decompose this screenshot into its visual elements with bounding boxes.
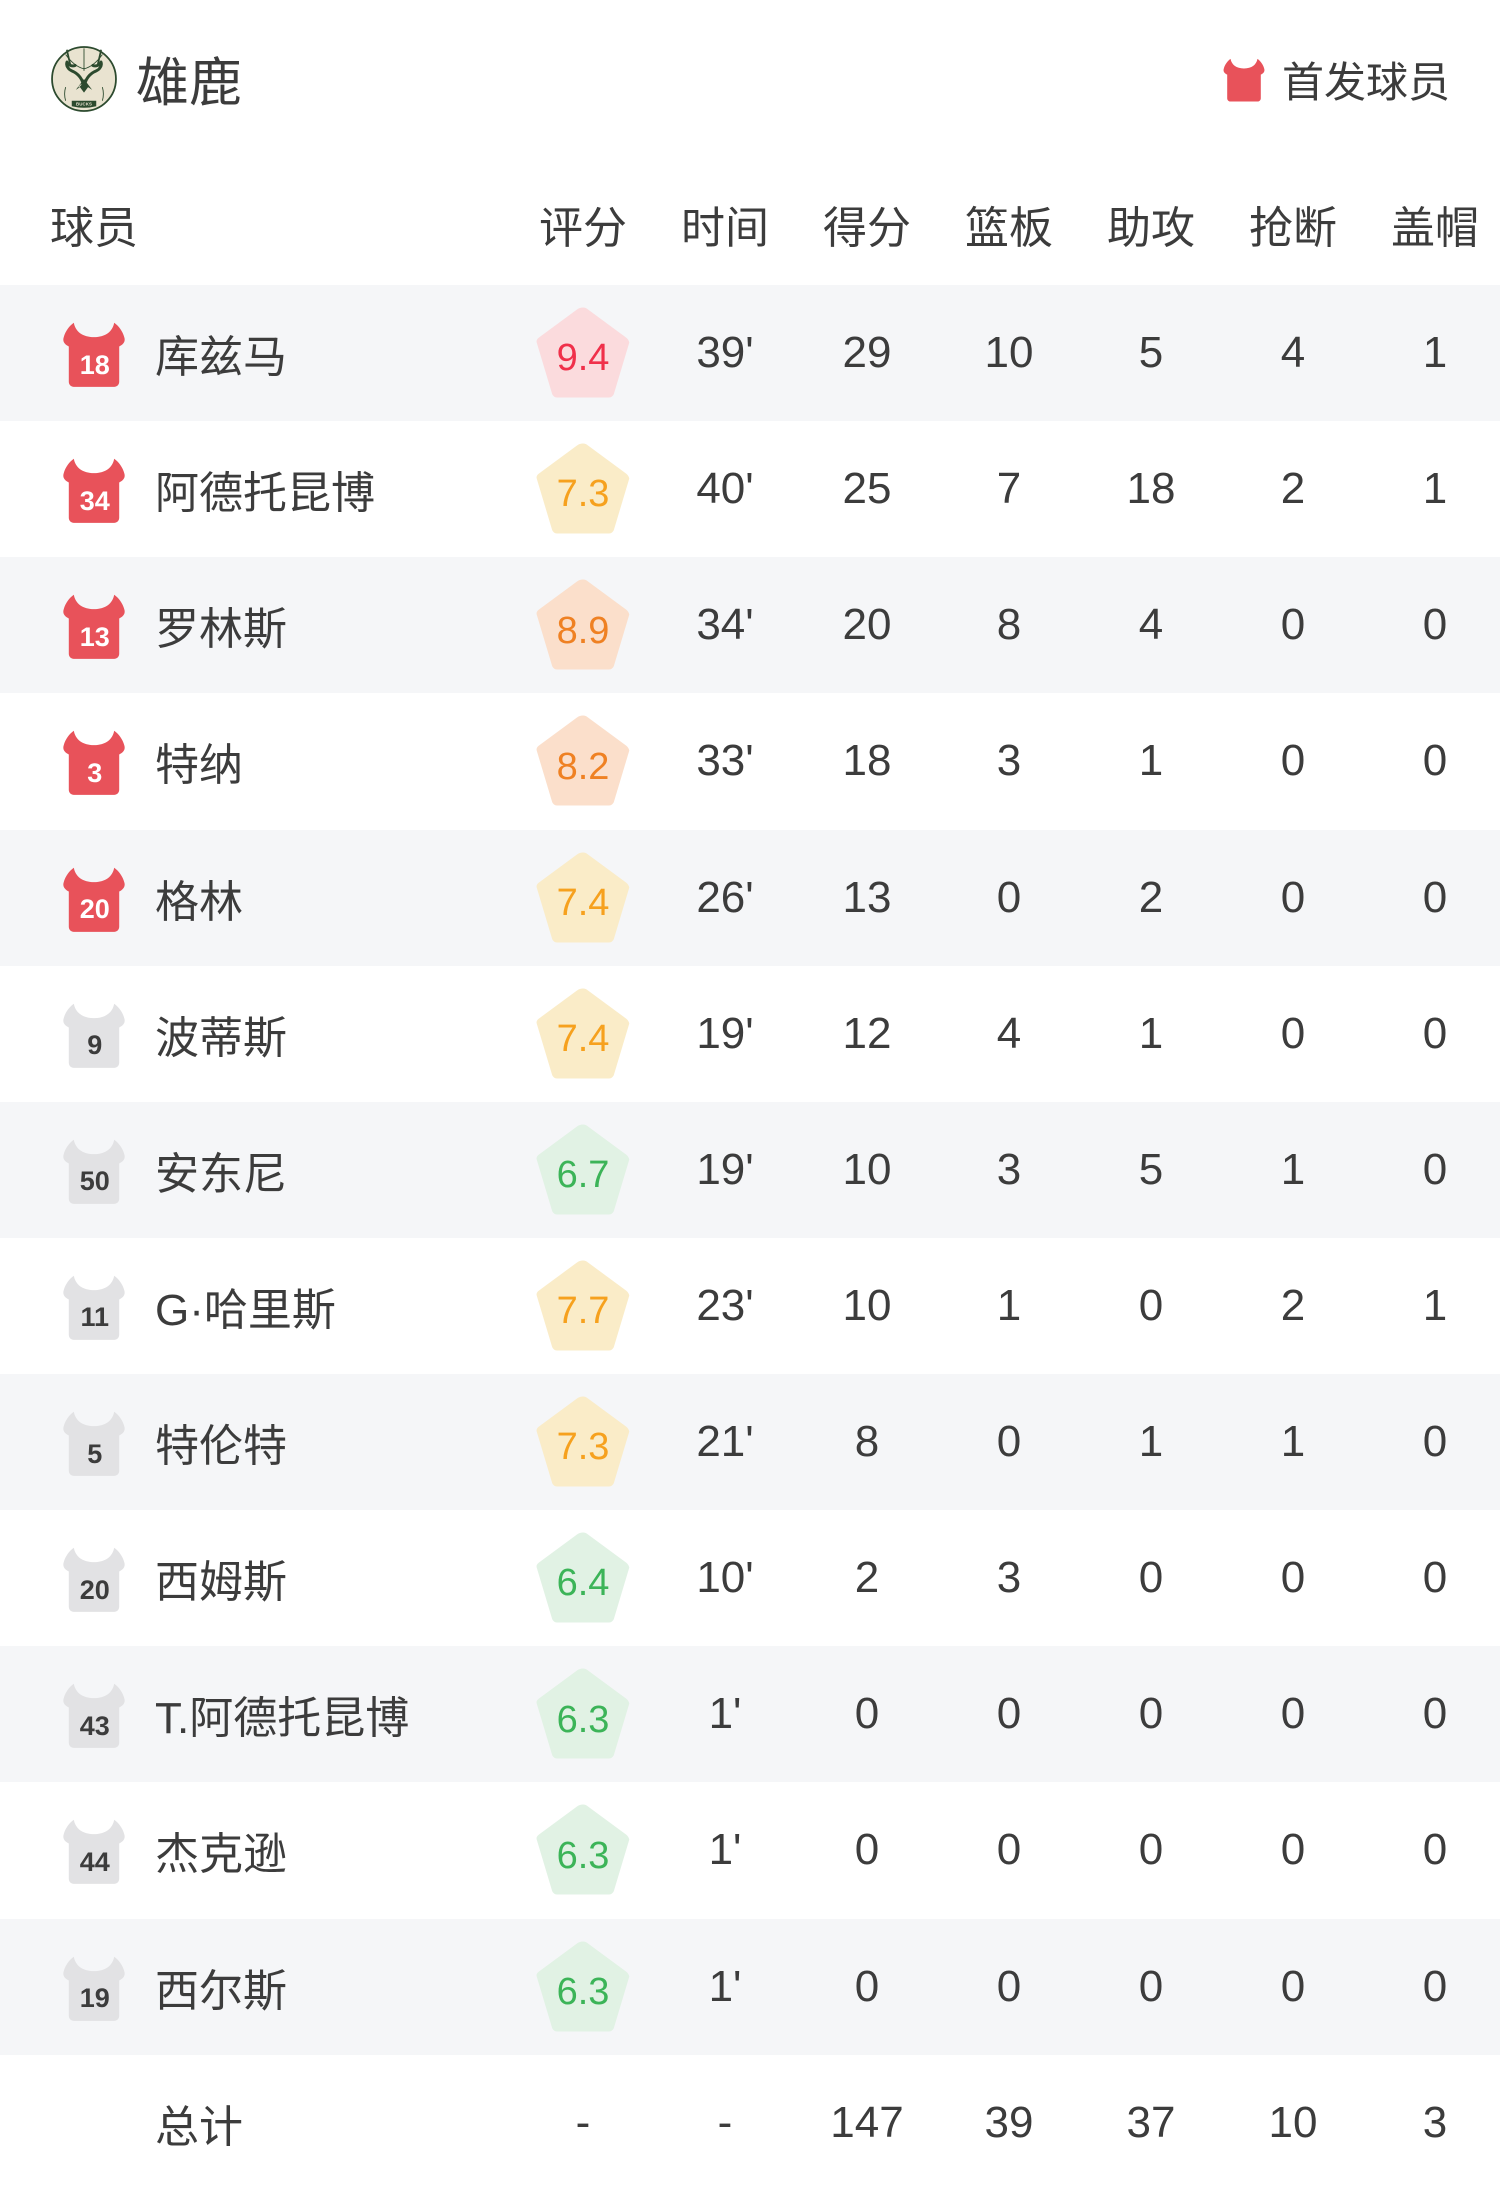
svg-text:BUCKS: BUCKS — [76, 102, 92, 107]
